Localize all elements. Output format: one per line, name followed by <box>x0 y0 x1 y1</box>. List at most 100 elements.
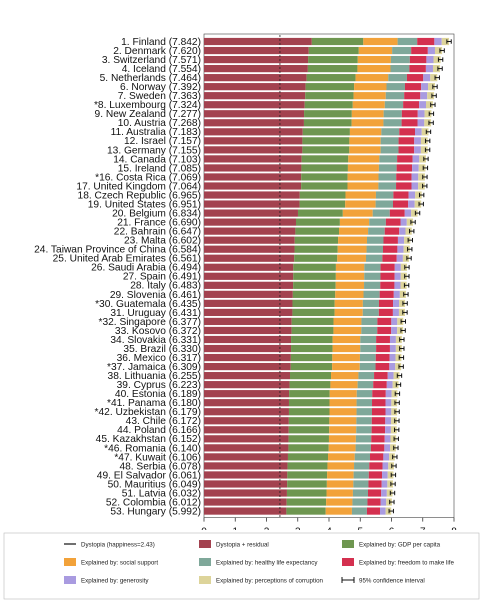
bar-segment <box>400 272 407 280</box>
legend-item: Dystopia (happiness=2.43) <box>64 541 155 548</box>
bar-segment <box>307 65 358 73</box>
bar-segment <box>333 326 362 335</box>
bar-segment <box>404 83 422 91</box>
bar-row: 48. Serbia (6.078) <box>119 461 397 472</box>
bar-segment <box>398 146 415 154</box>
bar-segment <box>204 254 295 262</box>
bar-segment <box>204 390 290 398</box>
bar-segment <box>385 399 392 407</box>
bar-segment <box>412 164 419 172</box>
bar-segment <box>204 471 288 479</box>
bar-row: 31. Uruguay (6.431) <box>110 308 408 319</box>
bar-segment <box>204 146 303 154</box>
bar-segment <box>290 362 333 371</box>
bar-segment <box>204 245 295 253</box>
bar-segment <box>411 46 428 55</box>
bar-segment <box>204 498 287 506</box>
bar-segment <box>349 128 382 136</box>
legend-item: 95% confidence interval <box>341 577 425 584</box>
bar-segment <box>204 263 294 271</box>
bar-segment <box>395 335 402 344</box>
bar-segment <box>424 110 432 118</box>
bar-segment <box>359 362 376 371</box>
row-label: 33. Kosovo (6.372) <box>115 326 201 337</box>
bar-segment <box>371 408 386 416</box>
bar-segment <box>337 245 367 253</box>
bar-segment <box>387 471 394 479</box>
bar-segment <box>364 272 381 280</box>
bar-row: 20. Belgium (6.834) <box>112 208 421 219</box>
bar-segment <box>418 164 426 172</box>
bar-segment <box>406 74 424 82</box>
bar-segment <box>339 218 370 226</box>
bar-segment <box>326 498 353 506</box>
row-label: *47. Kuwait (6.106) <box>114 452 201 463</box>
x-tick-label: 5 <box>357 527 363 530</box>
bar-segment <box>351 119 384 127</box>
bar-segment <box>382 462 389 470</box>
row-label: 52. Colombia (6.012) <box>106 497 201 508</box>
bar-segment <box>349 146 381 154</box>
bar-segment <box>342 209 373 217</box>
bar-segment <box>433 55 441 64</box>
bar-segment <box>399 128 415 136</box>
bar-segment <box>335 272 365 280</box>
bar-segment <box>308 55 358 64</box>
bar-segment <box>377 326 392 335</box>
row-label: 43. Chile (6.172) <box>126 416 201 427</box>
bar-segment <box>204 155 302 163</box>
bar-segment <box>356 426 372 434</box>
bar-segment <box>204 480 288 488</box>
row-label: *37. Jamaica (6.309) <box>107 362 201 373</box>
bar-segment <box>293 272 336 280</box>
bar-segment <box>403 245 410 253</box>
bar-segment <box>311 37 364 46</box>
bar-segment <box>204 191 300 199</box>
bar-segment <box>386 83 405 91</box>
bar-segment <box>389 453 395 461</box>
bar-segment <box>289 390 330 398</box>
bar-segment <box>325 507 352 515</box>
bar-segment <box>391 417 397 425</box>
bar-segment <box>408 200 415 208</box>
bar-segment <box>204 182 302 190</box>
bar-segment <box>292 290 336 298</box>
bar-segment <box>332 335 361 344</box>
bar-segment <box>368 489 382 497</box>
bar-segment <box>358 372 375 380</box>
bar-segment <box>404 209 412 217</box>
bar-segment <box>354 453 371 461</box>
bar-segment <box>303 119 352 127</box>
row-label: 24. Taiwan Province of China (6.584) <box>34 245 201 256</box>
bar-segment <box>286 489 327 497</box>
row-label: 9. New Zealand (7.277) <box>95 109 201 120</box>
row-label: *32. Singapore (6.377) <box>98 317 201 328</box>
bar-row: 4. Iceland (7.554) <box>122 64 443 75</box>
bar-segment <box>335 290 364 298</box>
bar-segment <box>366 245 383 253</box>
bar-segment <box>382 471 388 479</box>
bar-segment <box>358 46 393 55</box>
bar-segment <box>434 37 442 46</box>
legend-item: Dystopia + residual <box>199 540 269 548</box>
bar-segment <box>389 209 405 217</box>
bar-segment <box>378 173 397 181</box>
bar-segment <box>327 462 355 470</box>
bar-segment <box>379 155 398 163</box>
bar-segment <box>347 182 379 190</box>
legend-swatch <box>342 540 354 548</box>
bar-row: *46. Romania (6.140) <box>104 443 399 454</box>
bar-segment <box>415 191 422 199</box>
bar-segment <box>333 317 362 326</box>
bar-segment <box>385 408 392 416</box>
bar-row: 9. New Zealand (7.277) <box>95 109 435 120</box>
bar-segment <box>419 101 427 109</box>
x-tick-label: 4 <box>326 527 332 530</box>
bar-segment <box>393 372 400 380</box>
bar-segment <box>397 245 404 253</box>
row-label: 45. Kazakhstan (6.152) <box>96 434 201 445</box>
bar-segment <box>353 92 386 100</box>
bar-segment <box>441 37 450 46</box>
bar-segment <box>204 372 291 380</box>
bar-segment <box>395 353 402 362</box>
